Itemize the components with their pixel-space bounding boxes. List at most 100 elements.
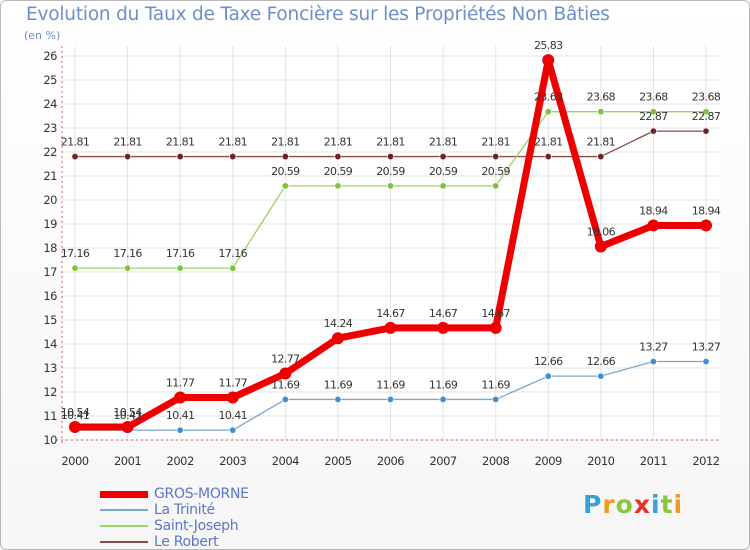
data-point bbox=[492, 182, 500, 190]
y-unit-label: (en %) bbox=[24, 29, 61, 42]
y-tick-label: 16 bbox=[43, 289, 57, 303]
logo-letter: x bbox=[633, 490, 651, 519]
data-label: 22.87 bbox=[639, 110, 668, 123]
y-tick-label: 22 bbox=[43, 145, 57, 159]
data-point bbox=[492, 153, 500, 161]
x-tick-label: 2004 bbox=[272, 454, 299, 468]
y-tick-label: 10 bbox=[43, 433, 57, 447]
y-tick-label: 26 bbox=[43, 49, 57, 63]
logo-letter: i bbox=[673, 490, 684, 519]
data-label: 10.54 bbox=[61, 406, 90, 419]
data-label: 21.81 bbox=[376, 136, 405, 149]
data-point bbox=[489, 321, 502, 334]
legend-label: La Trinité bbox=[154, 502, 215, 518]
x-tick-label: 2003 bbox=[219, 454, 246, 468]
data-label: 10.41 bbox=[61, 409, 90, 422]
y-tick-label: 21 bbox=[43, 169, 57, 183]
data-label: 23.68 bbox=[639, 91, 668, 104]
series-le-robert bbox=[71, 127, 710, 161]
data-point bbox=[281, 395, 289, 403]
data-point bbox=[281, 182, 289, 190]
legend-item: La Trinité bbox=[100, 502, 249, 518]
x-tick-label: 2010 bbox=[587, 454, 614, 468]
data-point bbox=[176, 264, 184, 272]
logo-letter: P bbox=[583, 490, 603, 519]
data-point bbox=[176, 153, 184, 161]
data-point bbox=[386, 182, 394, 190]
data-point bbox=[334, 153, 342, 161]
data-label: 18.06 bbox=[587, 226, 616, 239]
data-label: 25.83 bbox=[534, 39, 563, 52]
legend-item: Saint-Joseph bbox=[100, 518, 249, 534]
data-label: 11.69 bbox=[271, 378, 300, 391]
data-point bbox=[334, 395, 342, 403]
data-label: 17.16 bbox=[113, 247, 142, 260]
data-label: 10.41 bbox=[219, 409, 248, 422]
data-point bbox=[437, 321, 450, 334]
data-point bbox=[439, 395, 447, 403]
proxiti-logo: Proxiti bbox=[583, 490, 683, 519]
y-tick-label: 12 bbox=[43, 385, 57, 399]
data-point bbox=[649, 127, 657, 135]
y-tick-label: 13 bbox=[43, 361, 57, 375]
y-tick-label: 25 bbox=[43, 73, 57, 87]
data-point bbox=[279, 367, 292, 380]
y-tick-label: 14 bbox=[43, 337, 57, 351]
x-tick-label: 2005 bbox=[324, 454, 351, 468]
data-label: 21.81 bbox=[587, 136, 616, 149]
data-point bbox=[597, 372, 605, 380]
data-point bbox=[544, 372, 552, 380]
x-tick-label: 2006 bbox=[377, 454, 404, 468]
data-label: 11.69 bbox=[376, 378, 405, 391]
logo-letter: o bbox=[615, 490, 634, 519]
data-label: 20.59 bbox=[324, 165, 353, 178]
y-tick-label: 15 bbox=[43, 313, 57, 327]
data-point bbox=[544, 153, 552, 161]
chart-title: Evolution du Taux de Taxe Foncière sur l… bbox=[26, 4, 610, 25]
x-tick-label: 2012 bbox=[692, 454, 719, 468]
data-point bbox=[597, 108, 605, 116]
data-label: 13.27 bbox=[692, 341, 721, 354]
series-gros-morne bbox=[69, 54, 712, 434]
data-point bbox=[439, 153, 447, 161]
data-point bbox=[649, 108, 657, 116]
data-point bbox=[597, 153, 605, 161]
logo-letter: r bbox=[602, 490, 616, 519]
legend-label: GROS-MORNE bbox=[154, 486, 249, 502]
data-label: 17.16 bbox=[61, 247, 90, 260]
data-label: 21.81 bbox=[534, 136, 563, 149]
data-label: 17.16 bbox=[166, 247, 195, 260]
data-point bbox=[71, 153, 79, 161]
data-label: 12.66 bbox=[587, 355, 616, 368]
y-tick-label: 11 bbox=[43, 409, 57, 423]
data-point bbox=[384, 321, 397, 334]
data-point bbox=[174, 391, 187, 404]
x-tick-label: 2009 bbox=[535, 454, 562, 468]
data-point bbox=[121, 421, 134, 434]
data-point bbox=[439, 182, 447, 190]
data-label: 21.81 bbox=[113, 136, 142, 149]
data-point bbox=[69, 421, 81, 434]
data-label: 14.24 bbox=[324, 317, 353, 330]
data-label: 20.59 bbox=[429, 165, 458, 178]
data-point bbox=[386, 153, 394, 161]
legend-swatch bbox=[100, 525, 148, 527]
data-label: 10.41 bbox=[166, 409, 195, 422]
legend-item: Le Robert bbox=[100, 534, 249, 550]
data-point bbox=[176, 426, 184, 434]
legend-label: Saint-Joseph bbox=[154, 518, 239, 534]
data-label: 10.41 bbox=[113, 409, 142, 422]
y-tick-label: 19 bbox=[43, 217, 57, 231]
data-label: 14.67 bbox=[376, 307, 405, 320]
logo-letter: t bbox=[660, 490, 674, 519]
data-point bbox=[386, 395, 394, 403]
data-point bbox=[229, 264, 237, 272]
legend-item: GROS-MORNE bbox=[100, 486, 249, 502]
x-tick-label: 2007 bbox=[429, 454, 456, 468]
data-label: 21.81 bbox=[481, 136, 510, 149]
data-label: 22.87 bbox=[692, 110, 721, 123]
data-label: 21.81 bbox=[61, 136, 90, 149]
data-label: 23.68 bbox=[534, 91, 563, 104]
legend-label: Le Robert bbox=[154, 534, 219, 550]
